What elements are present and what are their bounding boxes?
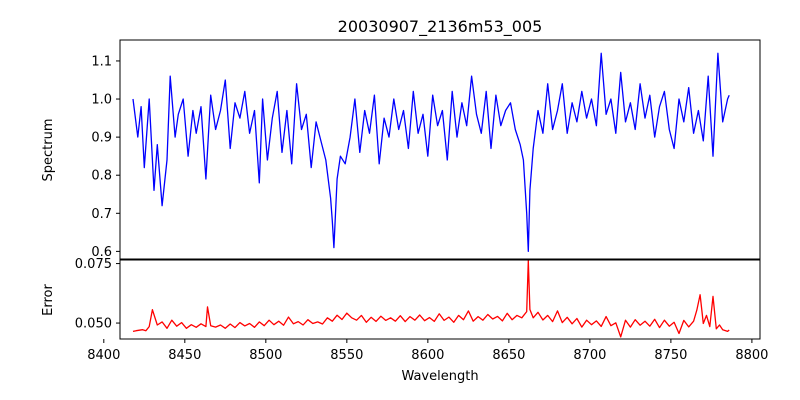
spectrum-ylabel: Spectrum	[41, 119, 56, 182]
error-xtick-label: 8450	[168, 348, 201, 363]
error-xtick-label: 8400	[87, 348, 120, 363]
error-xtick-label: 8600	[411, 348, 444, 363]
error-xtick-label: 8800	[735, 348, 768, 363]
spectrum-ytick-label: 1.0	[91, 93, 112, 108]
error-xlabel: Wavelength	[401, 369, 478, 384]
spectrum-axes-frame	[119, 39, 761, 260]
error-x-ticks: 8400 8450 8500 8550 8600 8650 8700 8750 8800	[87, 339, 768, 363]
error-line	[132, 260, 730, 338]
spectrum-ytick-label: 1.1	[91, 54, 112, 69]
error-axes-frame	[119, 259, 761, 340]
spectrum-panel: 0.6 0.7 0.8 0.9 1.0 1.1 Spectrum	[41, 39, 761, 260]
spectrum-ytick-label: 0.8	[91, 169, 112, 184]
error-series	[132, 260, 730, 338]
spectrum-line	[132, 52, 730, 253]
error-xtick-label: 8650	[492, 348, 525, 363]
error-y-ticks: 0.050 0.075	[75, 257, 120, 332]
error-xtick-label: 8550	[330, 348, 363, 363]
error-ytick-label: 0.050	[75, 317, 112, 332]
chart-title: 20030907_2136m53_005	[338, 17, 543, 37]
error-xtick-label: 8500	[249, 348, 282, 363]
spectrum-y-ticks: 0.6 0.7 0.8 0.9 1.0 1.1	[91, 54, 120, 260]
spectrum-ytick-label: 0.9	[91, 131, 112, 146]
error-ylabel: Error	[41, 284, 56, 316]
spectrum-ytick-label: 0.7	[91, 207, 112, 222]
error-xtick-label: 8700	[573, 348, 606, 363]
error-ytick-label: 0.075	[75, 257, 112, 272]
error-xtick-label: 8750	[654, 348, 687, 363]
spectrum-series	[132, 52, 730, 253]
spectrum-ytick-label: 0.6	[91, 245, 112, 260]
